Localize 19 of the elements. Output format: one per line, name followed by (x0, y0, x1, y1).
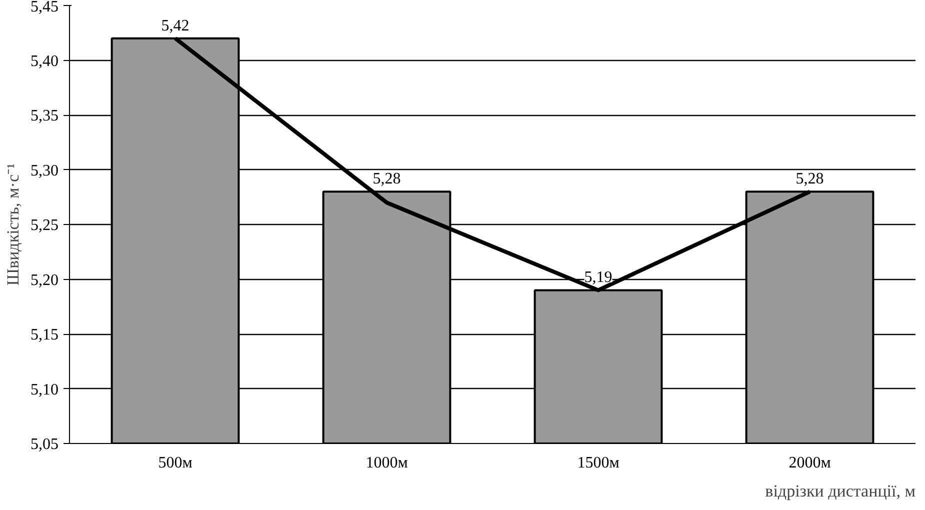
data-label: 5,28 (796, 170, 824, 188)
y-tick-label: 5,30 (30, 162, 58, 180)
y-tick-label: 5,20 (30, 272, 58, 289)
data-label: 5,28 (372, 170, 401, 188)
y-tick-label: 5,15 (30, 326, 58, 344)
y-tick-label: 5,10 (30, 381, 58, 398)
data-label: 5,42 (161, 17, 190, 34)
x-tick-label: 500м (158, 454, 192, 472)
data-label: 5,19 (584, 269, 612, 286)
y-tick-label: 5,35 (30, 108, 58, 124)
x-tick-label: 1000м (366, 454, 408, 472)
y-axis-title: Швидкість, м·с⁻¹ (4, 163, 22, 286)
y-tick-label: 5,25 (30, 217, 58, 234)
y-tick-label: 5,05 (30, 436, 58, 453)
x-tick-label: 1500м (577, 454, 620, 472)
x-tick-label: 2000м (788, 454, 831, 472)
x-axis-title: відрізки дистанції, м (765, 482, 916, 500)
y-tick-label: 5,45 (30, 0, 58, 16)
y-tick-label: 5,40 (30, 52, 58, 70)
